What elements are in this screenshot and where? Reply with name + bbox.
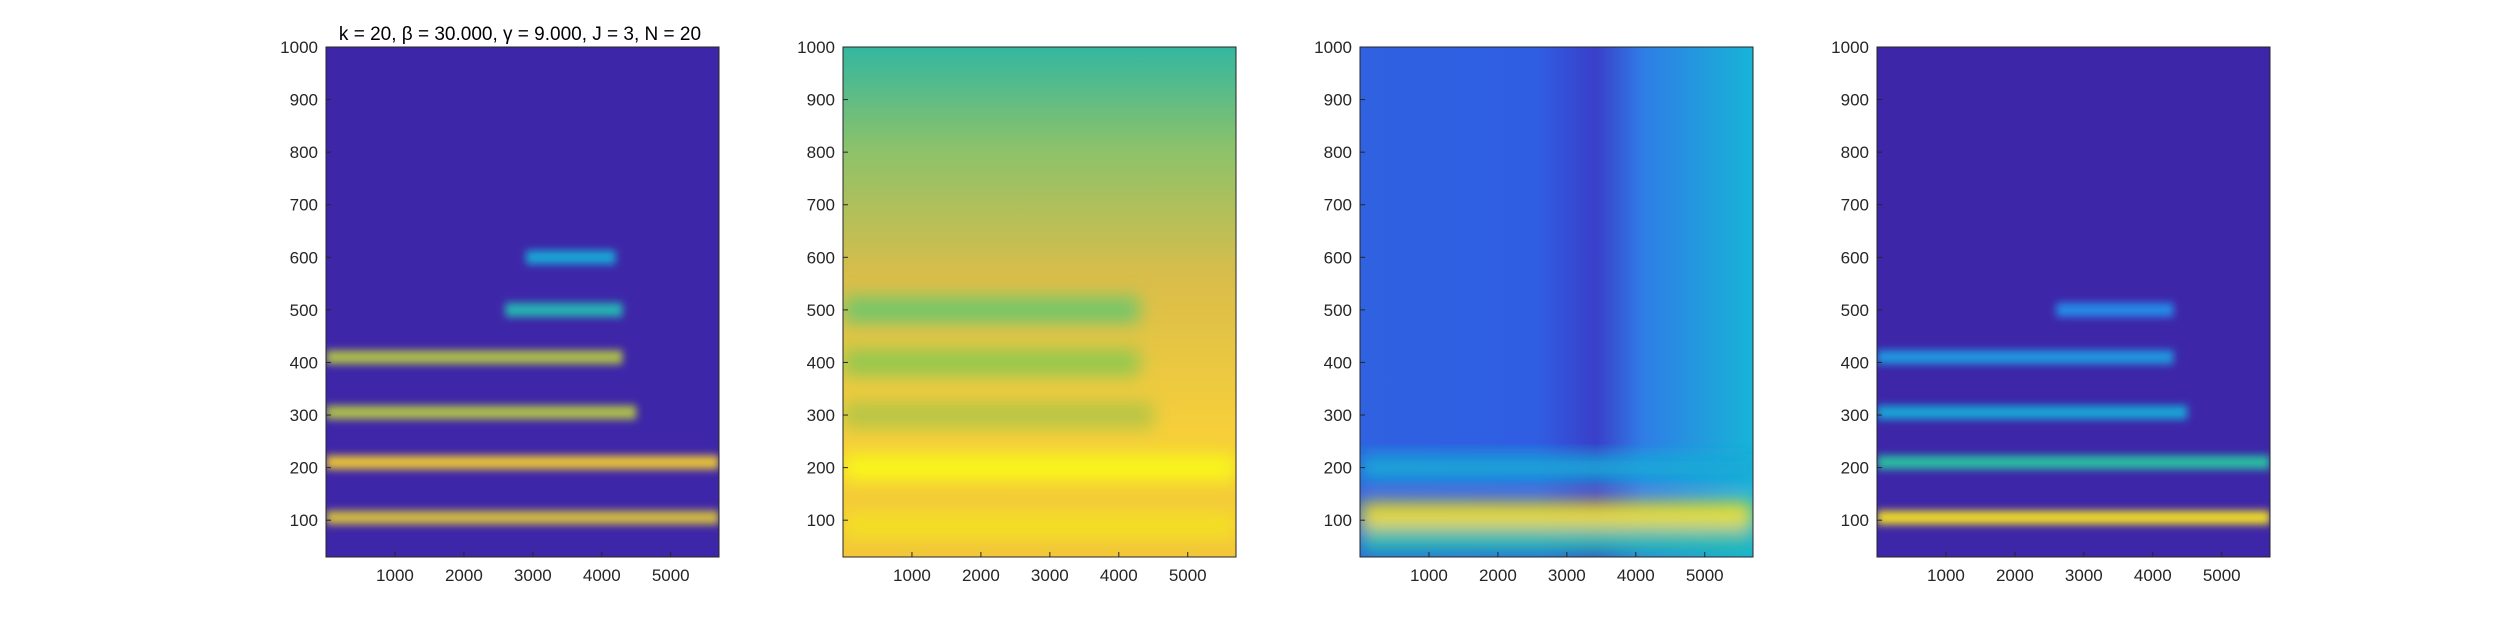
panel-smoothed: 100 200 300 400 500 600 700 800 900 1000 1000 2000 3… [797, 38, 1237, 585]
axes-frame [1876, 46, 2271, 558]
y-tick-label: 300 [807, 406, 835, 425]
panel-spectrogram: 100 200 300 400 500 600 700 800 900 1000 1000 2000 3… [280, 38, 720, 585]
y-tick-label: 400 [1841, 353, 1869, 372]
y-tick-label: 200 [807, 459, 835, 478]
y-tick-label: 600 [290, 248, 318, 267]
y-tick-label: 400 [290, 353, 318, 372]
x-tick-label: 1000 [376, 566, 414, 585]
x-tick-label: 1000 [893, 566, 931, 585]
y-tick-label: 500 [290, 301, 318, 320]
y-tick-label: 700 [290, 196, 318, 215]
y-tick-label: 600 [1324, 248, 1352, 267]
x-tick-label: 3000 [1031, 566, 1069, 585]
y-tick-label: 800 [1324, 143, 1352, 162]
x-tick-label: 4000 [1100, 566, 1138, 585]
y-tick-label: 600 [1841, 248, 1869, 267]
harmonic-band [505, 302, 623, 317]
axes-frame [325, 46, 720, 558]
x-tick-label: 2000 [445, 566, 483, 585]
harmonic-band [2056, 302, 2174, 317]
x-tick-label: 2000 [1479, 566, 1517, 585]
x-tick-label: 1000 [1927, 566, 1965, 585]
y-tick-label: 200 [1841, 459, 1869, 478]
harmonic-band [326, 350, 623, 365]
x-tick-label: 4000 [1617, 566, 1655, 585]
y-tick-label: 500 [807, 301, 835, 320]
x-tick-label: 5000 [1169, 566, 1207, 585]
y-tick-label: 400 [1324, 353, 1352, 372]
x-tick-label: 5000 [652, 566, 690, 585]
harmonic-band [1877, 405, 2188, 420]
harmonic-band [843, 349, 1140, 376]
figure-title: k = 20, β = 30.000, γ = 9.000, J = 3, N … [339, 24, 701, 45]
harmonic-band [525, 250, 616, 265]
panel-reconstruction: 100 200 300 400 500 600 700 800 900 1000 1000 2000 3… [1831, 38, 2271, 585]
x-tick-label: 2000 [962, 566, 1000, 585]
harmonic-band [326, 455, 719, 470]
y-tick-label: 700 [1324, 196, 1352, 215]
plot-background [1877, 47, 2270, 557]
harmonic-band [1877, 455, 2270, 470]
y-tick-label: 100 [807, 511, 835, 530]
x-tick-label: 3000 [514, 566, 552, 585]
x-tick-label: 4000 [583, 566, 621, 585]
y-tick-label: 700 [807, 196, 835, 215]
y-tick-label: 500 [1841, 301, 1869, 320]
harmonic-band [843, 296, 1140, 323]
harmonic-band [1877, 510, 2270, 525]
y-tick-label: 100 [1324, 511, 1352, 530]
harmonic-band [843, 402, 1154, 429]
harmonic-band [326, 405, 637, 420]
y-tick-label: 700 [1841, 196, 1869, 215]
y-tick-label: 1000 [797, 38, 835, 57]
y-tick-label: 1000 [280, 38, 318, 57]
y-tick-label: 500 [1324, 301, 1352, 320]
y-tick-label: 1000 [1314, 38, 1352, 57]
y-tick-label: 100 [290, 511, 318, 530]
harmonic-band [1360, 501, 1753, 528]
y-tick-label: 100 [1841, 511, 1869, 530]
y-tick-label: 600 [807, 248, 835, 267]
y-tick-label: 800 [290, 143, 318, 162]
harmonic-band [1360, 528, 1753, 555]
harmonic-band [326, 510, 719, 525]
y-tick-label: 200 [1324, 459, 1352, 478]
y-tick-label: 300 [1324, 406, 1352, 425]
harmonic-band [1877, 350, 2174, 365]
harmonic-band [843, 454, 1236, 481]
y-tick-label: 300 [290, 406, 318, 425]
axes-frame [842, 46, 1237, 558]
x-tick-label: 4000 [2134, 566, 2172, 585]
y-tick-label: 800 [807, 143, 835, 162]
y-tick-label: 400 [807, 353, 835, 372]
plot-background [326, 47, 719, 557]
x-tick-label: 3000 [1548, 566, 1586, 585]
x-tick-label: 5000 [2203, 566, 2241, 585]
y-tick-label: 900 [1841, 91, 1869, 110]
y-tick-label: 900 [290, 91, 318, 110]
y-tick-label: 300 [1841, 406, 1869, 425]
x-tick-label: 1000 [1410, 566, 1448, 585]
y-tick-label: 200 [290, 459, 318, 478]
panels: 100 200 300 400 500 600 700 800 900 1000 1000 2000 3… [280, 38, 2271, 585]
panel-envelope: 100 200 300 400 500 600 700 800 900 1000 1000 2000 3… [1314, 38, 1754, 585]
y-tick-label: 900 [1324, 91, 1352, 110]
y-tick-label: 1000 [1831, 38, 1869, 57]
harmonic-band [843, 512, 1236, 539]
x-tick-label: 3000 [2065, 566, 2103, 585]
axes-frame [1359, 46, 1754, 558]
y-tick-label: 800 [1841, 143, 1869, 162]
x-tick-label: 5000 [1686, 566, 1724, 585]
harmonic-band [1360, 454, 1753, 481]
y-tick-label: 900 [807, 91, 835, 110]
x-tick-label: 2000 [1996, 566, 2034, 585]
